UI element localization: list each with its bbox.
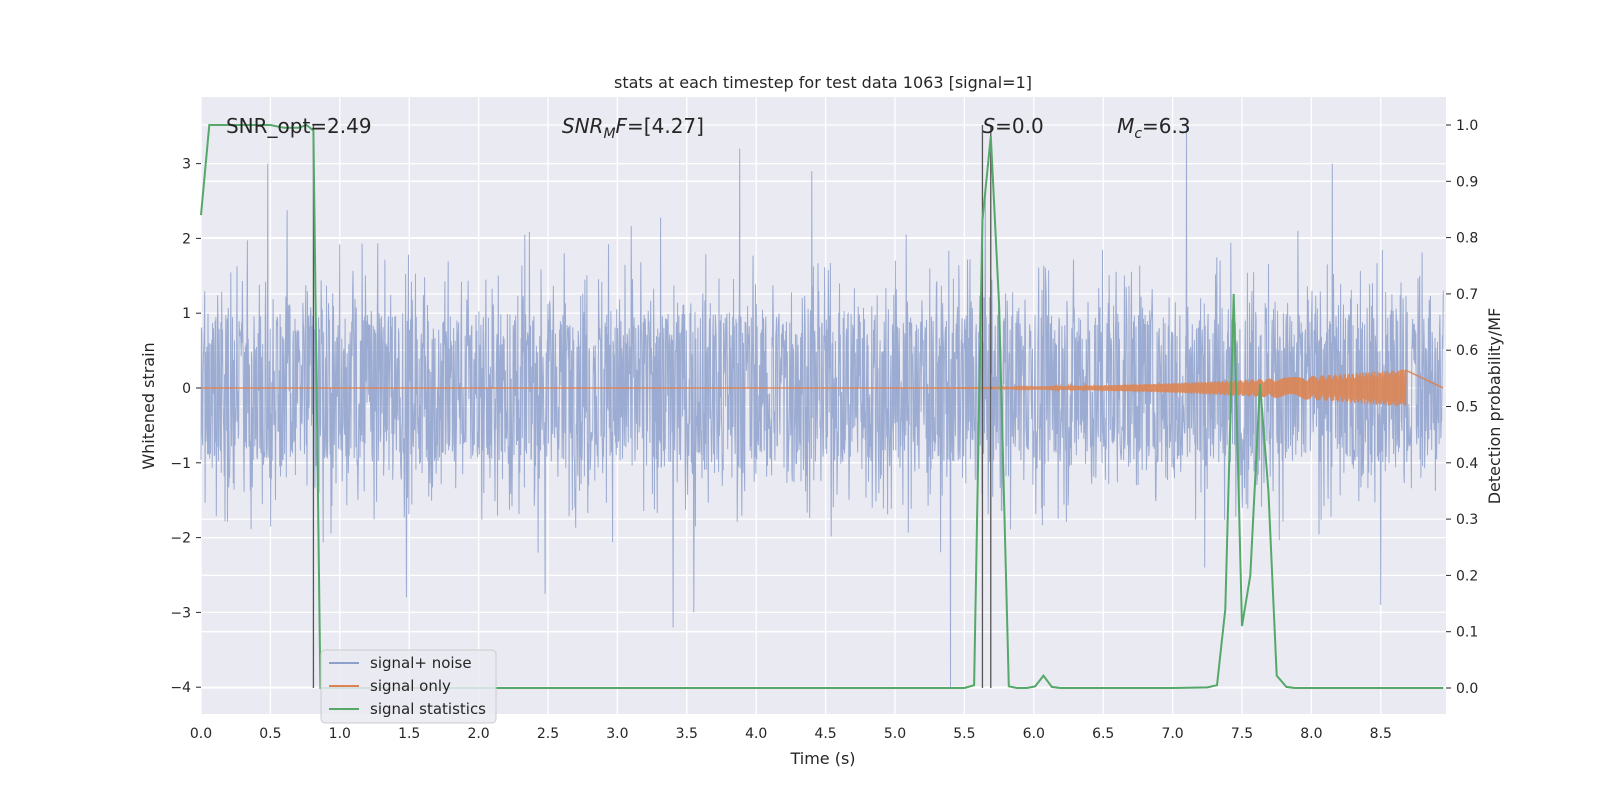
legend: signal+ noise signal only signal statist…: [320, 649, 497, 724]
x-tick-label: 0.0: [190, 726, 212, 742]
tick-layer: 0.0 0.5 1.0 1.5 2.0 2.5 3.0 3.5 4.0 4.5 5.0 5.5 6.0 6…: [170, 118, 1478, 742]
x-axis-label: Time (s): [789, 749, 855, 768]
y-right-tick-label: 0.3: [1456, 512, 1478, 528]
series-signal-plus-noise: [200, 126, 1444, 688]
legend-frame: [320, 649, 497, 724]
legend-label-statistics: signal statistics: [370, 700, 486, 718]
x-tick-label: 0.5: [259, 726, 281, 742]
y-right-tick-label: 0.7: [1456, 287, 1478, 303]
y-tick-label: −3: [170, 605, 191, 621]
legend-label-noise: signal+ noise: [370, 654, 472, 672]
y-tick-label: 0: [182, 381, 191, 397]
y-right-tick-label: 0.1: [1456, 625, 1478, 641]
x-tick-label: 6.0: [1023, 726, 1045, 742]
x-tick-label: 3.0: [606, 726, 628, 742]
x-tick-label: 4.5: [814, 726, 836, 742]
x-tick-label: 1.5: [398, 726, 420, 742]
x-tick-label: 5.0: [884, 726, 906, 742]
annotation-snr-opt: SNR_opt=2.49: [226, 114, 372, 138]
y-tick-label: 2: [182, 231, 191, 247]
x-tick-label: 7.5: [1231, 726, 1253, 742]
y-right-tick-label: 0.2: [1456, 568, 1478, 584]
y-right-tick-label: 0.8: [1456, 231, 1478, 247]
annotation-mc: Mc=6.3: [1117, 114, 1191, 142]
series-signal-statistics: [200, 123, 1444, 689]
y-tick-label: −2: [170, 531, 191, 547]
x-tick-label: 8.5: [1370, 726, 1392, 742]
y-tick-label: −4: [170, 680, 191, 696]
y-tick-label: 3: [182, 157, 191, 173]
chart-title: stats at each timestep for test data 106…: [614, 73, 1032, 92]
x-tick-label: 8.0: [1300, 726, 1322, 742]
noise-layer: [200, 126, 1444, 688]
y-right-tick-label: 0.4: [1456, 456, 1478, 472]
annotation-s: S=0.0: [982, 114, 1043, 138]
x-tick-label: 2.0: [467, 726, 489, 742]
x-tick-label: 3.5: [676, 726, 698, 742]
x-tick-label: 1.0: [329, 726, 351, 742]
x-tick-label: 4.0: [745, 726, 767, 742]
x-tick-label: 5.5: [953, 726, 975, 742]
annotation-layer: SNR_opt=2.49 SNRMF=[4.27] S=0.0 Mc=6.3: [226, 114, 1191, 142]
y-tick-label: −1: [170, 456, 191, 472]
y-right-tick-label: 0.5: [1456, 400, 1478, 416]
x-tick-label: 7.0: [1161, 726, 1183, 742]
y-axis-label-right: Detection probability/MF: [1485, 308, 1504, 505]
legend-label-signal: signal only: [370, 677, 451, 695]
statistics-layer: [200, 123, 1444, 689]
y-tick-label: 1: [182, 306, 191, 322]
y-right-tick-label: 0.6: [1456, 343, 1478, 359]
y-right-tick-label: 0.9: [1456, 174, 1478, 190]
x-tick-label: 6.5: [1092, 726, 1114, 742]
y-right-tick-label: 1.0: [1456, 118, 1478, 134]
annotation-snr-mf: SNRMF=[4.27]: [562, 114, 704, 142]
y-right-tick-label: 0.0: [1456, 681, 1478, 697]
y-axis-label: Whitened strain: [139, 342, 158, 469]
x-tick-label: 2.5: [537, 726, 559, 742]
